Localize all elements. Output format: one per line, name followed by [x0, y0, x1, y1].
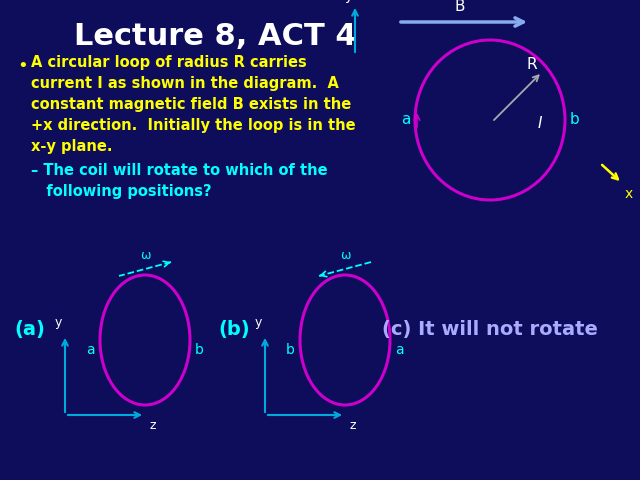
Text: following positions?: following positions?: [31, 184, 212, 199]
Text: A circular loop of radius R carries: A circular loop of radius R carries: [31, 55, 307, 70]
Text: z: z: [149, 419, 156, 432]
Text: R: R: [526, 57, 536, 72]
Text: (c) It will not rotate: (c) It will not rotate: [382, 321, 598, 339]
Text: current I as shown in the diagram.  A: current I as shown in the diagram. A: [31, 76, 339, 91]
Text: – The coil will rotate to which of the: – The coil will rotate to which of the: [31, 163, 328, 178]
Text: (b): (b): [218, 321, 250, 339]
Text: b: b: [195, 343, 204, 357]
Text: y: y: [345, 0, 353, 3]
Text: (a): (a): [14, 321, 45, 339]
Text: Lecture 8, ACT 4: Lecture 8, ACT 4: [74, 22, 356, 51]
Text: +x direction.  Initially the loop is in the: +x direction. Initially the loop is in t…: [31, 118, 356, 133]
Text: B: B: [455, 0, 465, 14]
Text: z: z: [349, 419, 355, 432]
Text: b: b: [570, 112, 580, 128]
Text: a: a: [395, 343, 404, 357]
Text: y: y: [255, 316, 262, 329]
Text: b: b: [286, 343, 295, 357]
Text: y: y: [54, 316, 62, 329]
Text: I: I: [538, 117, 542, 132]
Text: x: x: [625, 187, 633, 201]
Text: ω: ω: [140, 249, 150, 262]
Text: a: a: [86, 343, 95, 357]
Text: a: a: [401, 112, 410, 128]
Text: ω: ω: [340, 249, 350, 262]
Text: •: •: [17, 57, 28, 75]
Text: x-y plane.: x-y plane.: [31, 139, 113, 154]
Text: constant magnetic field B exists in the: constant magnetic field B exists in the: [31, 97, 351, 112]
